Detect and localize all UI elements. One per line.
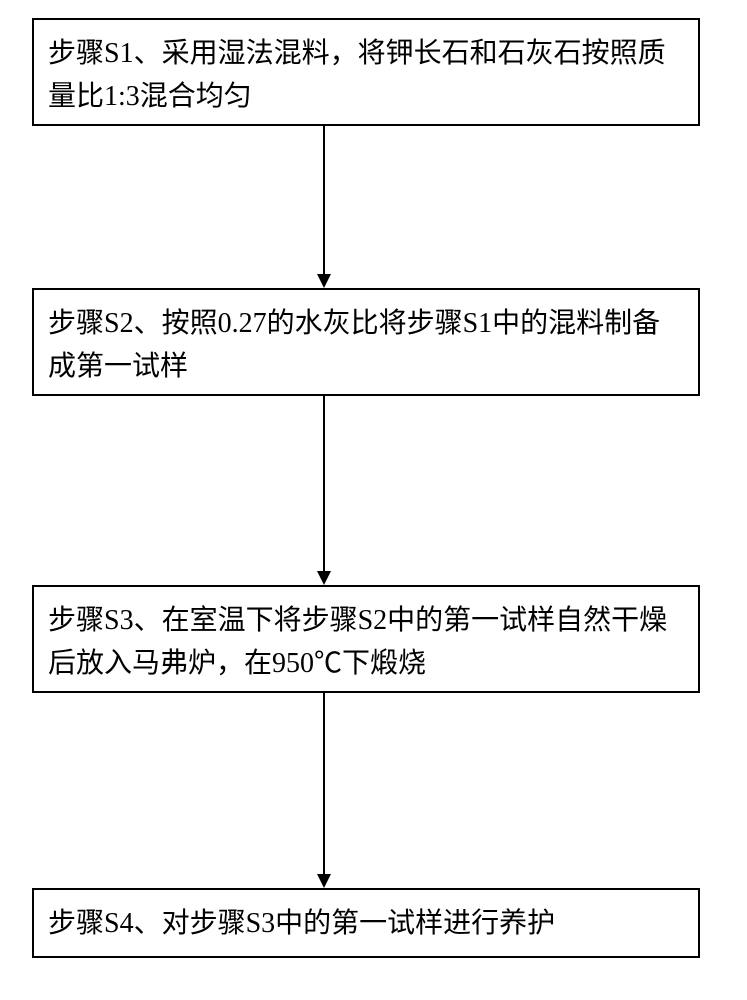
flow-arrow-s2-s3 bbox=[310, 396, 338, 585]
flow-node-s3: 步骤S3、在室温下将步骤S2中的第一试样自然干燥后放入马弗炉，在950℃下煅烧 bbox=[32, 585, 700, 693]
flow-node-s3-text: 步骤S3、在室温下将步骤S2中的第一试样自然干燥后放入马弗炉，在950℃下煅烧 bbox=[48, 605, 667, 679]
flow-node-s4-text: 步骤S4、对步骤S3中的第一试样进行养护 bbox=[48, 908, 555, 939]
flow-node-s4: 步骤S4、对步骤S3中的第一试样进行养护 bbox=[32, 888, 700, 958]
flow-node-s1: 步骤S1、采用湿法混料，将钾长石和石灰石按照质量比1:3混合均匀 bbox=[32, 18, 700, 126]
flow-node-s2: 步骤S2、按照0.27的水灰比将步骤S1中的混料制备成第一试样 bbox=[32, 288, 700, 396]
flow-arrow-s3-s4 bbox=[310, 693, 338, 888]
flow-node-s2-text: 步骤S2、按照0.27的水灰比将步骤S1中的混料制备成第一试样 bbox=[48, 308, 660, 382]
flow-arrow-s1-s2 bbox=[310, 126, 338, 288]
flow-node-s1-text: 步骤S1、采用湿法混料，将钾长石和石灰石按照质量比1:3混合均匀 bbox=[48, 38, 666, 112]
